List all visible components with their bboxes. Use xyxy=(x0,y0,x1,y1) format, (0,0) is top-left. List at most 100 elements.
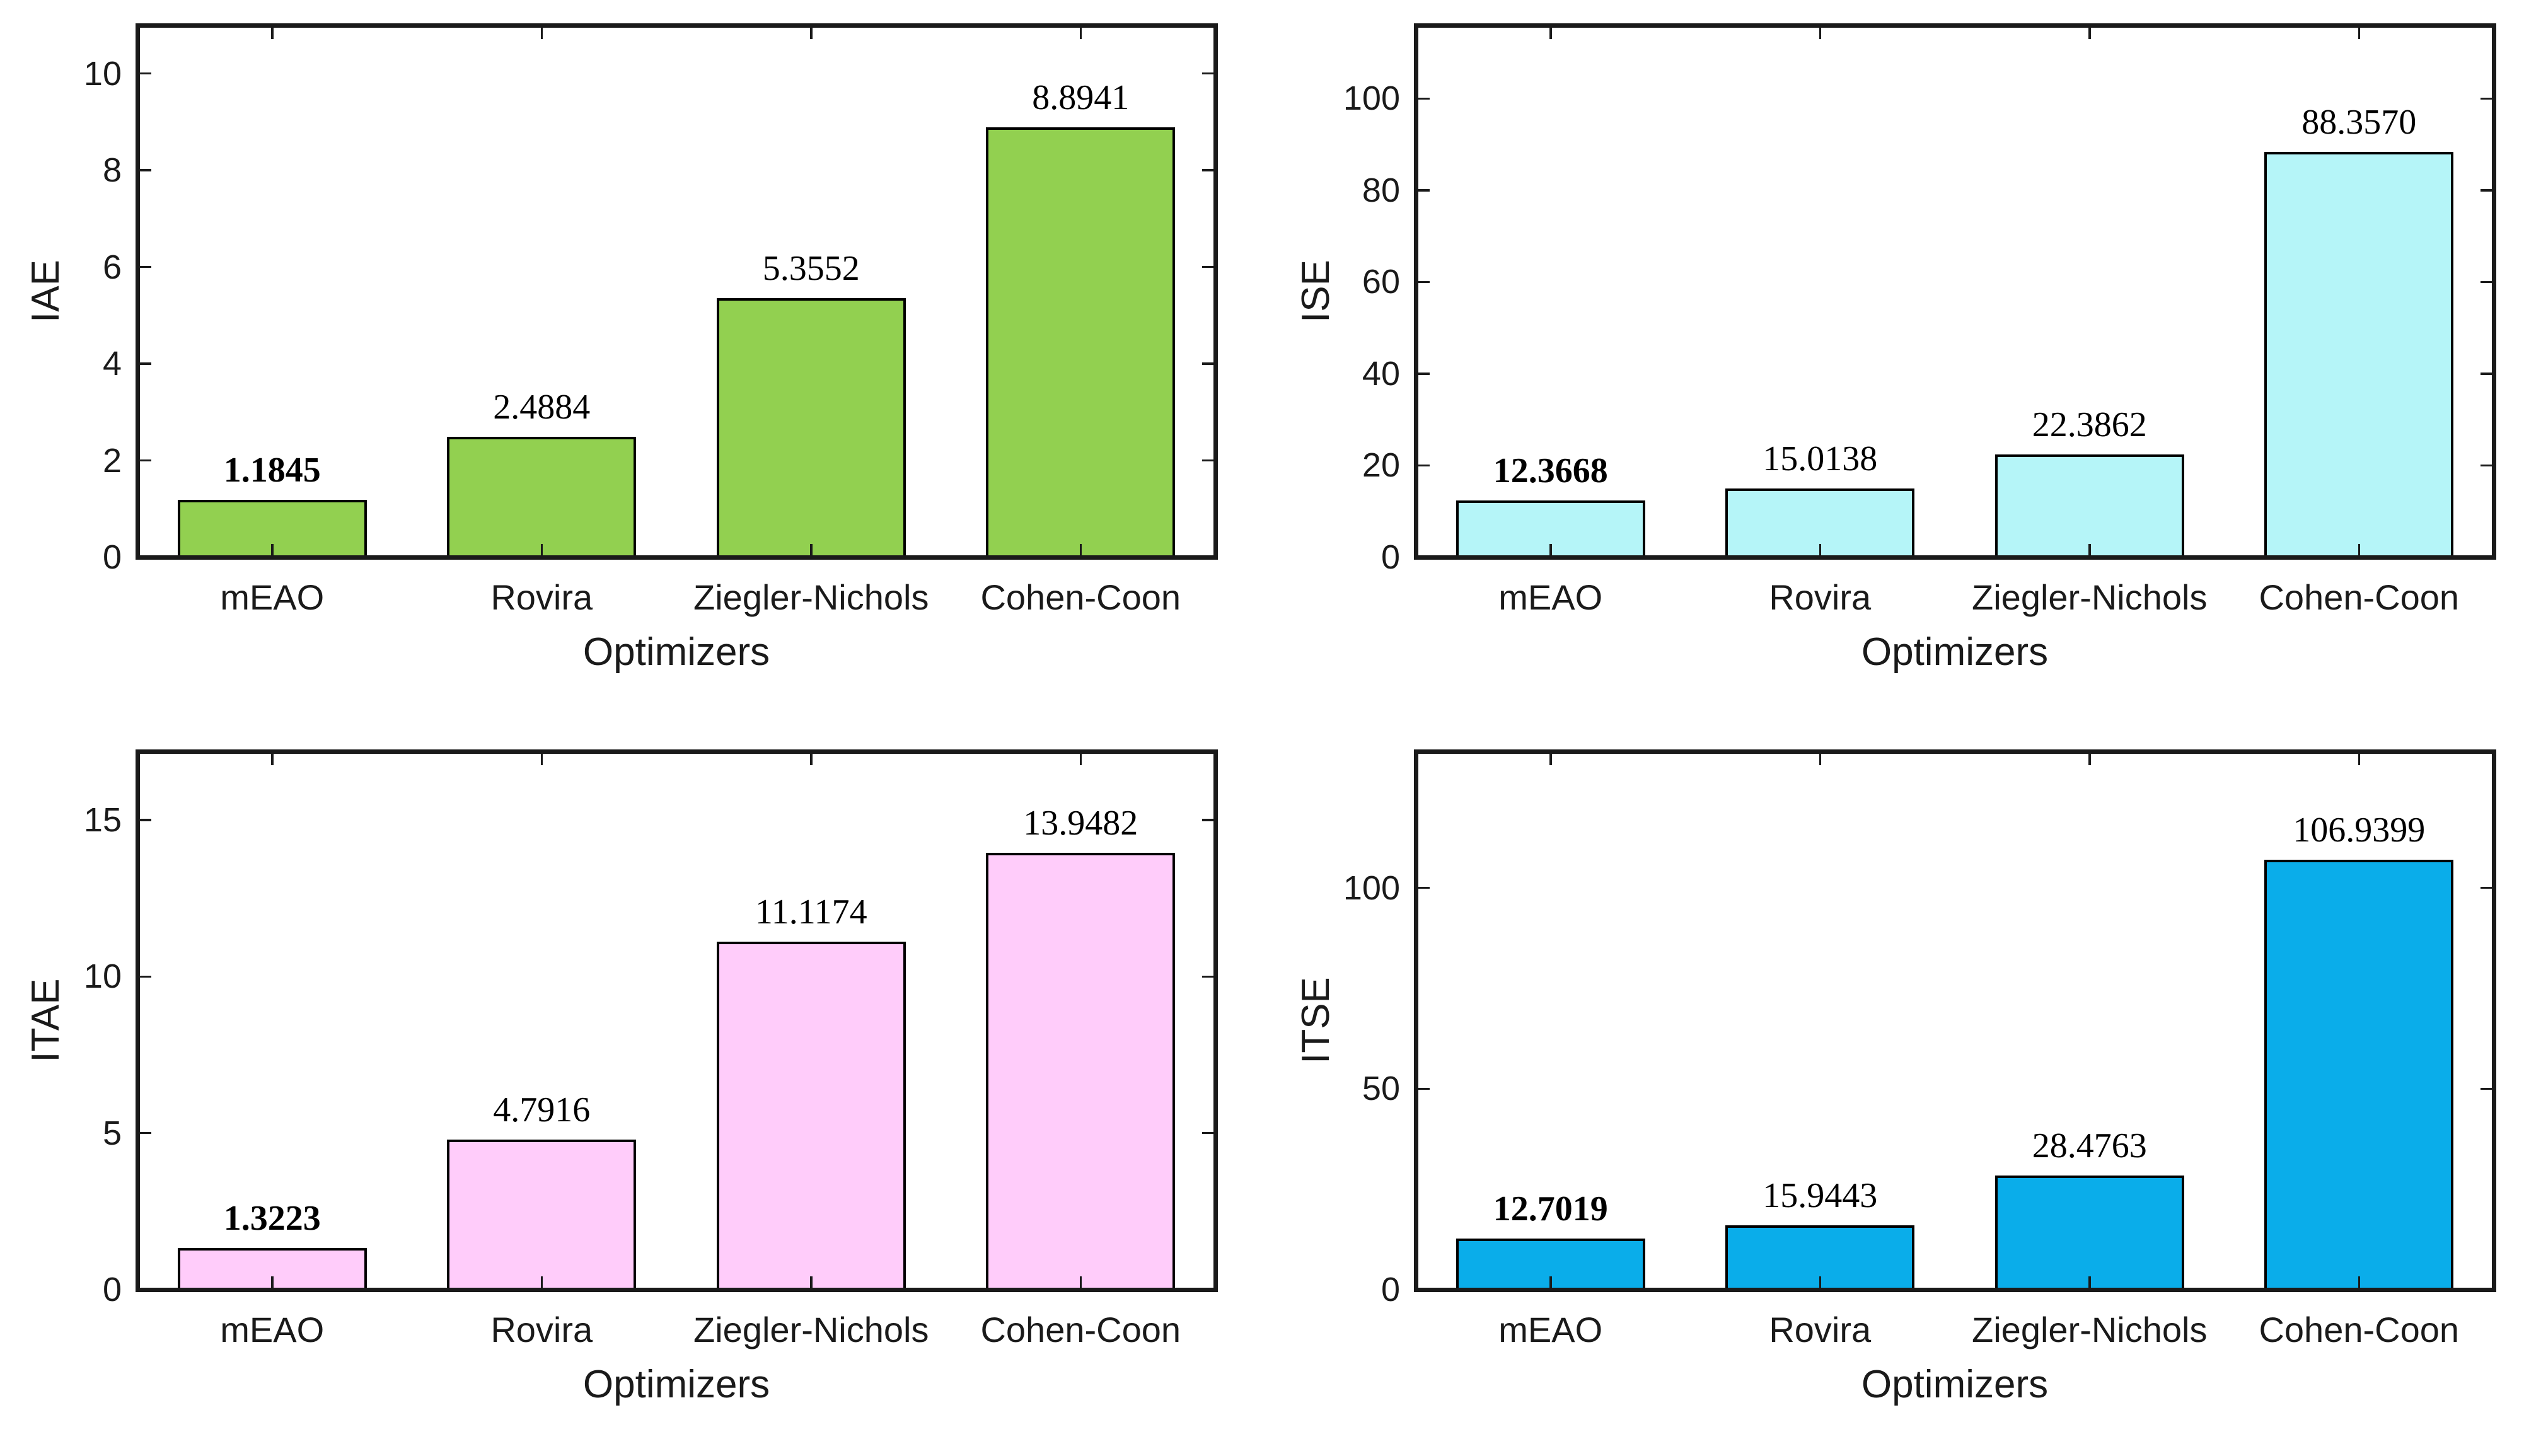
x-category-label: mEAO xyxy=(220,1310,325,1349)
x-tick-mark xyxy=(2088,753,2091,765)
y-tick-mark xyxy=(1201,556,1213,558)
axes-box xyxy=(135,749,1218,1292)
x-tick-mark xyxy=(1079,27,1082,39)
x-category-label: Rovira xyxy=(490,1310,593,1349)
y-tick-label: 100 xyxy=(1343,79,1400,118)
y-tick-mark xyxy=(139,1131,151,1135)
x-tick-mark xyxy=(2088,27,2091,39)
axes-box xyxy=(1413,749,2496,1292)
y-tick-label: 6 xyxy=(102,248,122,286)
y-tick-mark xyxy=(2480,280,2492,284)
x-tick-mark xyxy=(540,27,543,39)
x-category-label: mEAO xyxy=(1498,1310,1603,1349)
y-tick-label: 60 xyxy=(1362,263,1400,301)
bar-value-label: 28.4763 xyxy=(2032,1126,2147,1165)
bar-value-label: 5.3552 xyxy=(762,249,860,289)
y-axis-title: ITAE xyxy=(24,978,67,1063)
bar-rovira xyxy=(447,437,637,559)
x-tick-mark xyxy=(271,1276,274,1288)
axes-box xyxy=(135,23,1218,560)
x-tick-mark xyxy=(271,543,274,555)
y-tick-mark xyxy=(2480,1288,2492,1291)
y-tick-mark xyxy=(1418,1288,1430,1291)
y-tick-mark xyxy=(1418,97,1430,100)
y-tick-mark xyxy=(1418,1087,1430,1090)
bar-value-label: 15.9443 xyxy=(1763,1176,1878,1216)
x-tick-mark xyxy=(1079,543,1082,555)
x-category-label: mEAO xyxy=(1498,577,1603,617)
y-tick-label: 2 xyxy=(102,441,122,480)
y-tick-mark xyxy=(139,459,151,462)
x-category-label: Rovira xyxy=(490,577,593,617)
bar-value-label: 22.3862 xyxy=(2032,405,2147,445)
x-category-label: Cohen-Coon xyxy=(980,577,1181,617)
x-tick-mark xyxy=(2358,753,2360,765)
x-category-label: Rovira xyxy=(1769,1310,1872,1349)
x-tick-mark xyxy=(1819,27,1821,39)
x-tick-mark xyxy=(810,543,813,555)
y-tick-mark xyxy=(1418,464,1430,467)
y-tick-label: 0 xyxy=(102,1271,122,1309)
y-tick-mark xyxy=(1418,280,1430,284)
x-tick-mark xyxy=(1819,543,1821,555)
y-tick-mark xyxy=(1418,886,1430,889)
x-category-label: Ziegler-Nichols xyxy=(693,577,929,617)
y-tick-label: 100 xyxy=(1343,869,1400,907)
x-category-label: Cohen-Coon xyxy=(980,1310,1181,1349)
y-tick-mark xyxy=(139,975,151,978)
y-axis-title: ITSE xyxy=(1294,977,1338,1064)
y-tick-mark xyxy=(1201,72,1213,75)
bar-value-label: 106.9399 xyxy=(2293,811,2426,850)
x-tick-mark xyxy=(1819,1276,1821,1288)
x-category-label: Ziegler-Nichols xyxy=(1972,577,2208,617)
y-tick-mark xyxy=(2480,464,2492,467)
y-tick-mark xyxy=(1418,556,1430,558)
x-tick-mark xyxy=(810,27,813,39)
bar-value-label: 1.3223 xyxy=(223,1199,321,1239)
x-tick-mark xyxy=(1079,1276,1082,1288)
x-tick-mark xyxy=(1079,753,1082,765)
axes-box xyxy=(1413,23,2496,560)
y-tick-mark xyxy=(139,1288,151,1291)
x-tick-mark xyxy=(1549,543,1552,555)
bar-value-label: 4.7916 xyxy=(493,1090,591,1130)
x-category-label: mEAO xyxy=(220,577,325,617)
bar-value-label: 1.1845 xyxy=(223,451,321,490)
bar-value-label: 12.3668 xyxy=(1493,451,1608,491)
x-tick-mark xyxy=(2358,1276,2360,1288)
y-tick-label: 0 xyxy=(102,538,122,576)
y-tick-label: 80 xyxy=(1362,171,1400,209)
x-tick-mark xyxy=(540,1276,543,1288)
x-tick-mark xyxy=(540,753,543,765)
x-tick-mark xyxy=(2358,27,2360,39)
bar-value-label: 11.1174 xyxy=(755,893,867,932)
y-tick-mark xyxy=(139,362,151,365)
y-tick-mark xyxy=(2480,1087,2492,1090)
bar-ziegler-nichols xyxy=(1994,454,2184,559)
bar-value-label: 88.3570 xyxy=(2301,103,2417,142)
bar-ziegler-nichols xyxy=(716,942,906,1291)
x-axis-title: Optimizers xyxy=(582,630,770,674)
y-tick-label: 10 xyxy=(83,957,122,996)
bar-value-label: 2.4884 xyxy=(493,388,591,427)
x-tick-mark xyxy=(2358,543,2360,555)
y-axis-title: IAE xyxy=(24,260,67,323)
y-tick-mark xyxy=(1201,459,1213,462)
bar-meao xyxy=(1456,1239,1645,1291)
y-tick-mark xyxy=(1201,819,1213,821)
y-tick-mark xyxy=(139,72,151,75)
y-tick-mark xyxy=(2480,373,2492,375)
x-tick-mark xyxy=(2088,1276,2091,1288)
x-tick-mark xyxy=(271,753,274,765)
y-tick-mark xyxy=(1201,169,1213,171)
x-tick-mark xyxy=(1549,27,1552,39)
y-tick-label: 5 xyxy=(102,1114,122,1152)
y-tick-mark xyxy=(1418,189,1430,192)
y-tick-mark xyxy=(1418,373,1430,375)
y-tick-label: 40 xyxy=(1362,354,1400,393)
x-tick-mark xyxy=(1549,1276,1552,1288)
x-tick-mark xyxy=(810,753,813,765)
